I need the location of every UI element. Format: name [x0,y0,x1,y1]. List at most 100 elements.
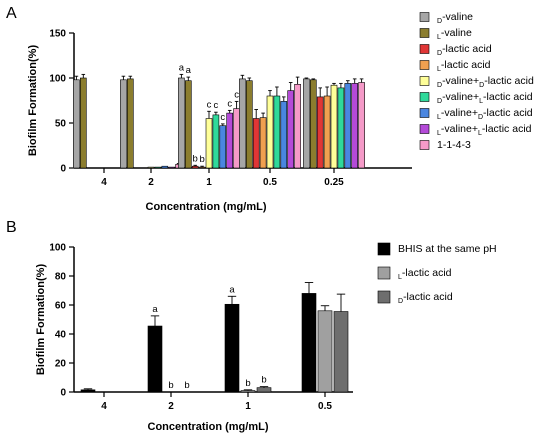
x-tick-label: 4 [101,177,107,188]
legend-base: 1-1-4-3 [437,139,471,151]
legend-swatch [419,140,430,150]
significance-label: a [152,304,158,315]
legend-base: -valine+ [442,91,479,103]
bar [226,112,233,169]
y-axis-title: Biofilm Formation(%) [27,45,39,157]
panel-label-a: A [6,5,17,22]
legend-base: -lactic acid [403,291,453,303]
legend-prefix: L [437,114,441,121]
legend-prefix: D [437,98,442,105]
legend-swatch [377,266,391,280]
significance-label: c [234,89,239,100]
legend-prefix: L [478,130,482,137]
bar [120,79,127,169]
bar [301,293,317,393]
legend-base: -valine [442,11,473,23]
legend-entry: 1-1-4-3 [437,139,471,151]
legend-base: -lactic acid [483,107,533,119]
legend-base: -valine+ [442,75,479,87]
legend-prefix: D [437,18,442,25]
bar [309,79,317,169]
legend-base: BHIS at the same pH [398,243,497,255]
x-tick-label: 4 [101,401,107,412]
legend-b: BHIS at the same pHL-lactic acidD-lactic… [377,242,497,305]
legend-base: -valine+ [441,107,478,119]
y-tick-label: 150 [49,29,66,40]
legend-entry: D-valine [437,11,473,25]
bar [294,84,301,169]
bar [147,325,163,393]
legend-entry: L-valine+D-lactic acid [437,107,533,121]
legend-entry: D-lactic acid [398,291,453,305]
legend-base: -lactic acid [483,91,533,103]
bar [168,166,175,169]
y-tick-label: 100 [49,74,66,85]
legend-base: -lactic acid [402,267,452,279]
bar [185,80,192,169]
y-tick-label: 80 [55,272,67,283]
legend-prefix: D [437,82,442,89]
bar [330,84,338,169]
significance-label: b [245,378,250,389]
significance-label: b [184,380,189,391]
bar [256,387,272,393]
bar [80,389,96,393]
bar [344,83,352,169]
bar [351,83,359,169]
bar [73,79,80,169]
bar [323,95,331,169]
y-tick-label: 60 [55,301,67,312]
legend-entry: L-valine [437,27,472,41]
y-tick-label: 50 [55,119,67,130]
chart-a: 0 50 100 150 Biofilm Formation(%) Concentrati… [27,29,412,213]
bar [205,118,213,169]
legend-base: -valine+ [441,123,478,135]
bar [317,310,333,393]
bar [280,101,288,169]
legend-entry: L-valine+L-lactic acid [437,123,532,137]
legend-prefix: L [437,34,441,41]
y-tick-label: 20 [55,359,67,370]
legend-base: -lactic acid [484,75,534,87]
bar [178,77,185,169]
bar [240,390,256,393]
significance-label: a [229,284,235,295]
legend-entry: D-valine+L-lactic acid [437,91,533,105]
bar [161,165,169,169]
bar [239,78,246,169]
bar [219,125,227,169]
legend-swatch [377,242,391,256]
bar [333,311,349,393]
legend-swatch [419,108,430,118]
legend-swatch [419,28,430,38]
x-axis-title: Concentration (mg/mL) [146,201,267,213]
legend-prefix: L [398,274,402,281]
legend-prefix: D [398,298,403,305]
bar [358,82,365,169]
significance-label: a [179,62,185,73]
legend-swatch [419,44,430,54]
x-tick-label: 2 [168,401,174,412]
bar [259,117,267,169]
y-tick-label: 40 [55,330,67,341]
significance-label: b [199,154,204,165]
x-tick-label: 1 [245,401,251,412]
significance-label: b [193,153,198,164]
y-tick-label: 0 [60,388,66,399]
legend-entry: D-lactic acid [437,43,492,57]
legend-entry: D-valine+D-lactic acid [437,75,534,89]
bar [287,90,295,169]
legend-swatch [419,92,430,102]
panel-label-b: B [6,219,17,236]
bar [233,108,240,169]
significance-label: b [168,380,173,391]
significance-label: b [261,375,266,386]
significance-label: c [214,100,219,111]
legend-base: -lactic acid [482,123,532,135]
bar [191,165,199,169]
y-tick-label: 100 [49,243,66,254]
legend-prefix: L [479,98,483,105]
legend-swatch [419,60,430,70]
